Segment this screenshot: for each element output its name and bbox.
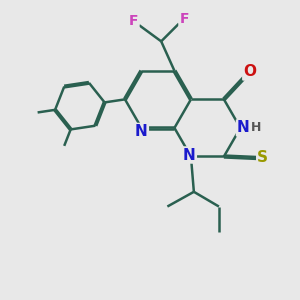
- Text: N: N: [237, 120, 250, 135]
- Text: F: F: [129, 14, 139, 28]
- Text: H: H: [250, 121, 261, 134]
- Text: S: S: [257, 150, 268, 165]
- Text: F: F: [179, 12, 189, 26]
- Text: N: N: [135, 124, 148, 139]
- Text: N: N: [183, 148, 196, 163]
- Text: O: O: [243, 64, 256, 80]
